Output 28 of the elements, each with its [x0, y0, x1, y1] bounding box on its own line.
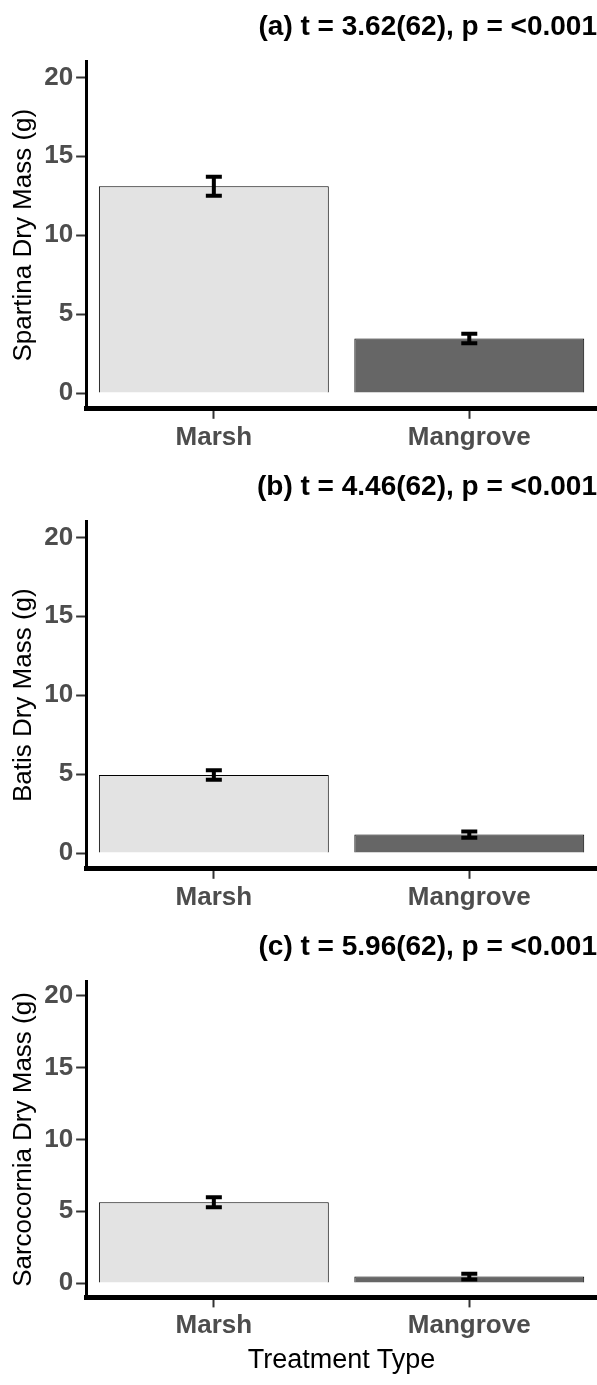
- y-axis-title: Spartina Dry Mass (g): [6, 108, 37, 362]
- y-tick-label: 20: [44, 520, 74, 551]
- y-tick-label: 20: [44, 60, 74, 91]
- y-tick-label: 20: [44, 979, 74, 1010]
- x-tick-label: Mangrove: [407, 880, 531, 911]
- x-tick-label: Marsh: [175, 1309, 253, 1340]
- y-tick-label: 10: [44, 678, 74, 709]
- y-tick-label: 15: [44, 139, 74, 170]
- y-tick-label: 0: [58, 1266, 74, 1297]
- y-tick-label: 15: [44, 1050, 74, 1081]
- y-tick-label: 10: [44, 1122, 74, 1153]
- chart-title: (a) t = 3.62(62), p = <0.001: [258, 9, 597, 41]
- y-tick-label: 5: [58, 1194, 74, 1225]
- y-tick-label: 5: [58, 297, 74, 328]
- x-tick-label: Marsh: [175, 880, 253, 911]
- y-tick-label: 0: [58, 376, 74, 407]
- x-tick-label: Marsh: [175, 420, 253, 451]
- y-tick-label: 5: [58, 757, 74, 788]
- y-tick-label: 10: [44, 218, 74, 249]
- y-tick-label: 15: [44, 599, 74, 630]
- x-tick-label: Mangrove: [407, 420, 531, 451]
- y-tick-label: 0: [58, 836, 74, 867]
- y-axis-title: Batis Dry Mass (g): [6, 588, 37, 803]
- chart-title: (c) t = 5.96(62), p = <0.001: [258, 929, 597, 961]
- chart-title: (b) t = 4.46(62), p = <0.001: [256, 469, 597, 501]
- y-axis-title: Sarcocornia Dry Mass (g): [6, 992, 37, 1287]
- x-axis-title: Treatment Type: [247, 1344, 436, 1375]
- x-tick-label: Mangrove: [407, 1309, 531, 1340]
